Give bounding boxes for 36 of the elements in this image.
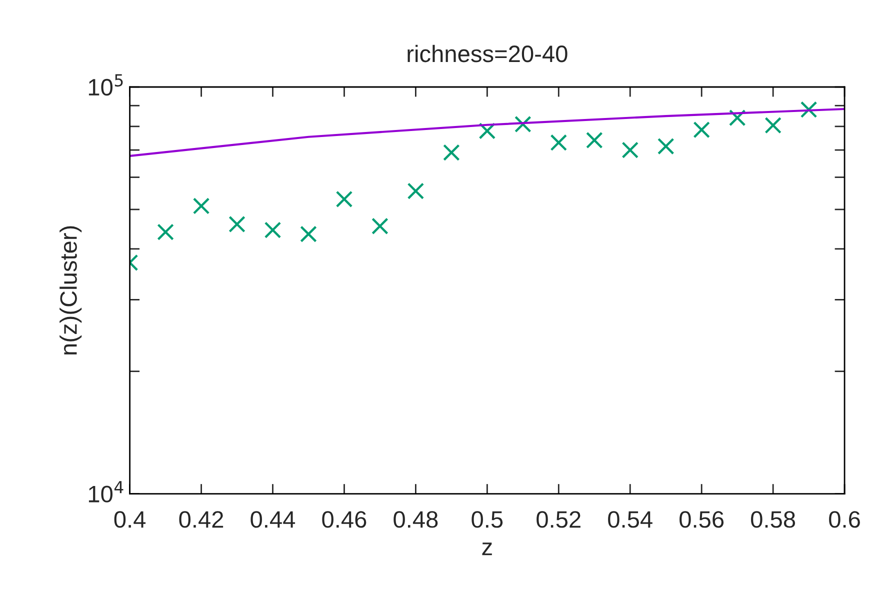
point [693,121,710,138]
x-tick-label: 0.52 [536,511,580,528]
point [336,190,353,208]
point [622,142,639,158]
x-tick-label: 0.6 [829,511,860,528]
point [800,101,818,118]
point [300,226,317,242]
chart-title: richness=20-40 [408,44,568,62]
point [372,218,388,235]
x-tick-label: 0.48 [394,511,438,528]
point [478,122,496,140]
point [264,222,282,238]
x-tick-label: 0.56 [680,511,724,528]
point [728,109,746,126]
point [443,144,460,161]
x-tick-label: 0.54 [608,511,652,528]
y-tick-label: 10$^{4}$ [88,481,124,502]
point [586,132,603,149]
point [514,116,532,133]
point [657,138,674,155]
line-series [130,108,845,157]
x-tick-label: 0.44 [250,511,296,528]
point [228,216,246,233]
point [764,116,782,134]
point [157,224,174,240]
point [407,182,424,200]
point [192,198,210,214]
x-tick-label: 0.46 [322,511,366,528]
point [550,134,568,151]
y-axis-title: n(z)(Cluster) [60,226,82,354]
x-tick-label: 0.5 [472,511,503,528]
x-axis-title: z [482,542,492,556]
x-tick-label: 0.4 [114,511,146,528]
y-tick-label: 10$^{5}$ [88,74,123,96]
x-tick-label: 0.58 [751,511,796,528]
x-tick-label: 0.42 [179,511,224,528]
